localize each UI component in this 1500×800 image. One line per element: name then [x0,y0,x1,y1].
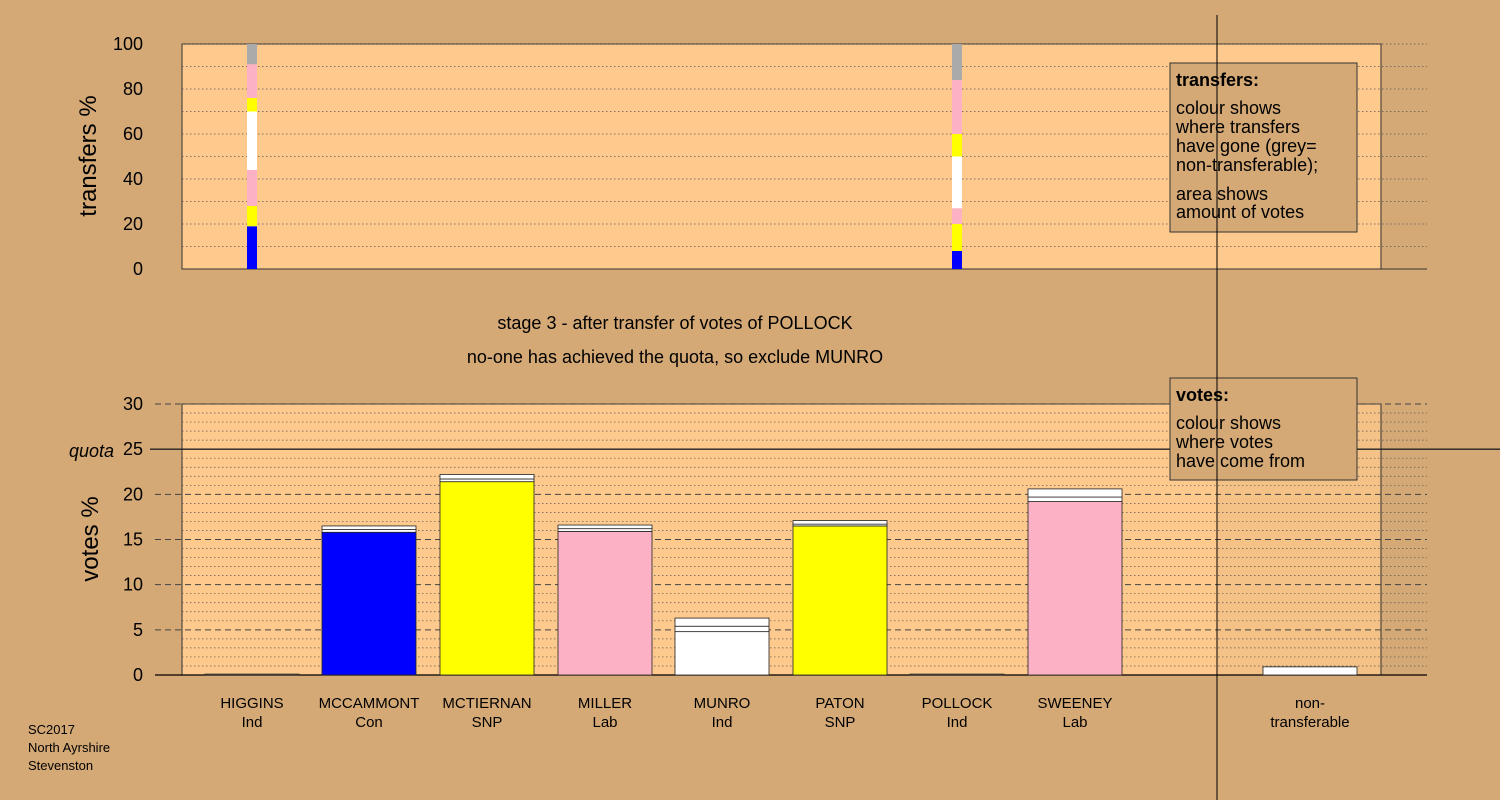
vote-bar-segment [204,673,300,676]
transfer-segment [247,170,257,206]
footer-line-1: SC2017 [28,722,75,737]
quota-label: quota [69,441,114,461]
footer-line-3: Stevenston [28,758,93,773]
vote-bar-segment [439,474,535,480]
candidate-name: HIGGINS [220,695,283,712]
vote-bar-segment [674,617,770,627]
votes-legend-line: where votes [1175,432,1273,452]
transfers-tick-label: 100 [113,34,143,54]
vote-bar-segment [439,481,535,676]
votes-tick-label: 5 [133,620,143,640]
transfer-segment [952,208,962,224]
vote-bar-segment [909,673,1005,676]
footer-line-2: North Ayrshire [28,740,110,755]
transfer-columns [247,44,962,269]
vote-bar-segment [1027,488,1123,498]
transfer-segment [247,206,257,227]
vote-bar-segment [321,529,417,533]
transfer-segment [247,98,257,112]
transfer-segment [247,64,257,98]
vote-bar-segment [792,525,888,676]
vote-bar-segment [674,625,770,633]
votes-legend-line: colour shows [1176,413,1281,433]
vote-bar-segment [557,528,653,532]
transfers-legend-line: where transfers [1175,117,1300,137]
votes-tick-label: 25 [123,439,143,459]
votes-legend-title: votes: [1176,385,1229,405]
vote-bar-segment [557,530,653,676]
transfer-segment [952,134,962,157]
vote-bar-segment [1027,501,1123,676]
candidate-party: Ind [242,714,263,731]
candidate-name: PATON [815,695,864,712]
candidate-name: MUNRO [694,695,751,712]
transfer-segment [247,44,257,65]
transfer-segment [247,111,257,170]
transfers-legend: transfers: colour shows where transfers … [1169,62,1358,233]
transfers-legend-line: area shows [1176,184,1268,204]
vote-bar-segment [321,525,417,530]
candidate-name: POLLOCK [922,695,993,712]
transfer-segment [952,80,962,134]
transfers-legend-line: have gone (grey= [1176,136,1317,156]
votes-tick-label: 10 [123,575,143,595]
transfers-tick-label: 0 [133,259,143,279]
transfers-legend-title: transfers: [1176,70,1259,90]
transfers-legend-line: colour shows [1176,98,1281,118]
non-transferable-label-2: transferable [1270,714,1349,731]
transfer-segment [952,224,962,251]
transfer-segment [247,226,257,269]
transfer-segment [952,44,962,80]
votes-tick-label: 15 [123,530,143,550]
votes-legend-line: have come from [1176,451,1305,471]
transfers-tick-label: 40 [123,169,143,189]
non-transferable-label-1: non- [1295,695,1325,712]
vote-bar-segment [439,478,535,483]
candidate-name: MCTIERNAN [442,695,531,712]
stage-line-1: stage 3 - after transfer of votes of POL… [497,313,852,333]
stage-line-2: no-one has achieved the quota, so exclud… [467,347,883,367]
votes-tick-label: 20 [123,484,143,504]
votes-y-title: votes % [77,496,104,581]
candidate-party: Ind [947,714,968,731]
transfers-tick-label: 20 [123,214,143,234]
vote-bars [204,474,1358,676]
candidate-name: MILLER [578,695,632,712]
transfers-tick-label: 80 [123,79,143,99]
candidate-party: Con [355,714,383,731]
votes-tick-label: 30 [123,394,143,414]
candidate-party: Ind [712,714,733,731]
candidate-party: SNP [825,714,856,731]
transfers-tick-label: 60 [123,124,143,144]
transfers-y-title: transfers % [75,95,102,216]
vote-bar-segment [1027,496,1123,502]
vote-bar-segment [321,531,417,676]
candidate-party: Lab [1062,714,1087,731]
candidate-name: SWEENEY [1037,695,1112,712]
non-transferable-bar [1262,666,1358,676]
transfer-segment [952,156,962,209]
vote-bar-segment [792,520,888,525]
candidate-party: Lab [592,714,617,731]
votes-legend: votes: colour shows where votes have com… [1169,377,1358,481]
votes-tick-label: 0 [133,665,143,685]
transfers-legend-line: amount of votes [1176,202,1304,222]
vote-bar-segment [557,524,653,530]
candidate-labels: HIGGINS Ind MCCAMMONT Con MCTIERNAN SNP MILLER… [220,695,1349,731]
vote-bar-segment [674,631,770,676]
transfer-segment [952,251,962,269]
candidate-name: MCCAMMONT [319,695,420,712]
candidate-party: SNP [472,714,503,731]
transfers-legend-line: non-transferable); [1176,155,1318,175]
